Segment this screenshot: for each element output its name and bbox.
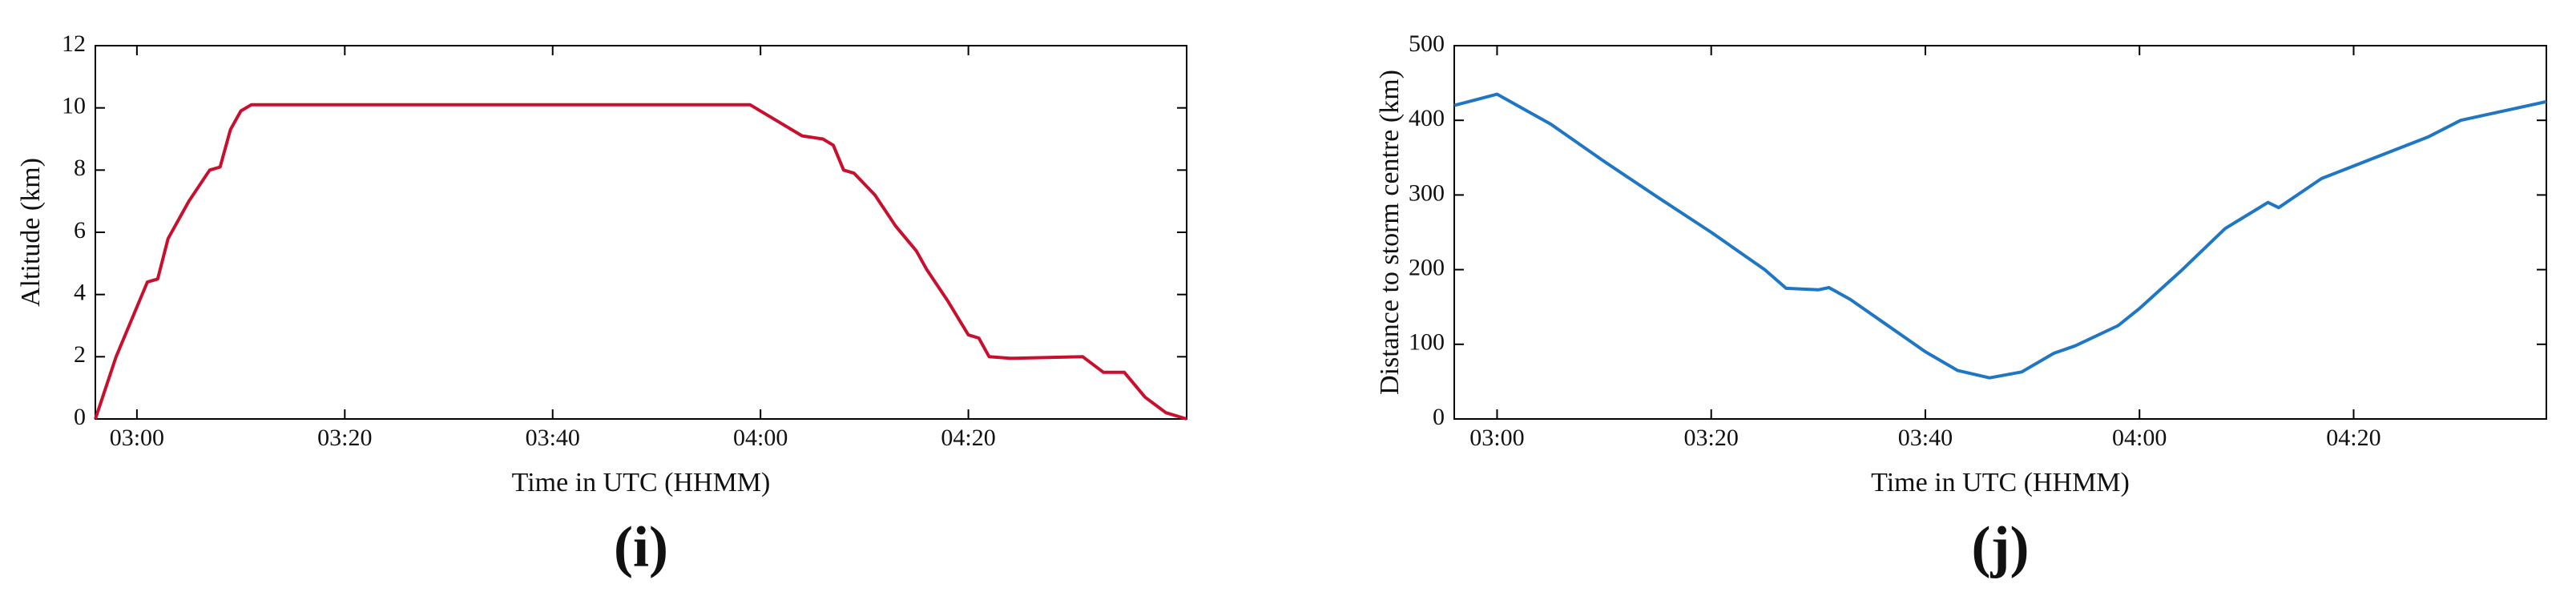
x-tick-label: 04:00 [733, 425, 788, 451]
y-tick-label: 200 [1409, 254, 1445, 280]
y-tick-label: 100 [1409, 329, 1445, 356]
x-tick-label: 03:20 [317, 425, 372, 451]
y-tick-label: 0 [1433, 404, 1445, 430]
panel-label: (j) [1972, 515, 2030, 579]
y-tick-label: 2 [74, 341, 86, 368]
y-tick-label: 400 [1409, 105, 1445, 131]
x-tick-label: 04:20 [941, 425, 995, 451]
y-tick-label: 12 [62, 30, 86, 57]
plot-frame [1453, 45, 2547, 420]
x-tick-label: 03:40 [1898, 425, 1953, 451]
x-tick-label: 03:00 [110, 425, 164, 451]
y-tick-label: 500 [1409, 30, 1445, 57]
plot-frame [95, 45, 1187, 420]
y-tick-label: 8 [74, 155, 86, 181]
data-line [1453, 92, 2547, 380]
x-tick-label: 04:00 [2112, 425, 2167, 451]
y-tick-label: 10 [62, 93, 86, 119]
y-axis-label: Distance to storm centre (km) [1375, 70, 1405, 395]
x-axis-label: Time in UTC (HHMM) [512, 468, 771, 497]
panel-label: (i) [614, 515, 668, 579]
data-line [94, 103, 1187, 421]
x-tick-label: 04:20 [2326, 425, 2380, 451]
y-tick-label: 6 [74, 217, 86, 244]
y-tick-label: 4 [74, 280, 86, 306]
y-tick-label: 300 [1409, 179, 1445, 206]
x-tick-label: 03:00 [1469, 425, 1524, 451]
x-tick-label: 03:20 [1684, 425, 1739, 451]
y-tick-label: 0 [74, 404, 86, 430]
x-axis-label: Time in UTC (HHMM) [1871, 468, 2130, 497]
y-axis-label: Altitude (km) [16, 158, 46, 307]
x-tick-label: 03:40 [526, 425, 580, 451]
